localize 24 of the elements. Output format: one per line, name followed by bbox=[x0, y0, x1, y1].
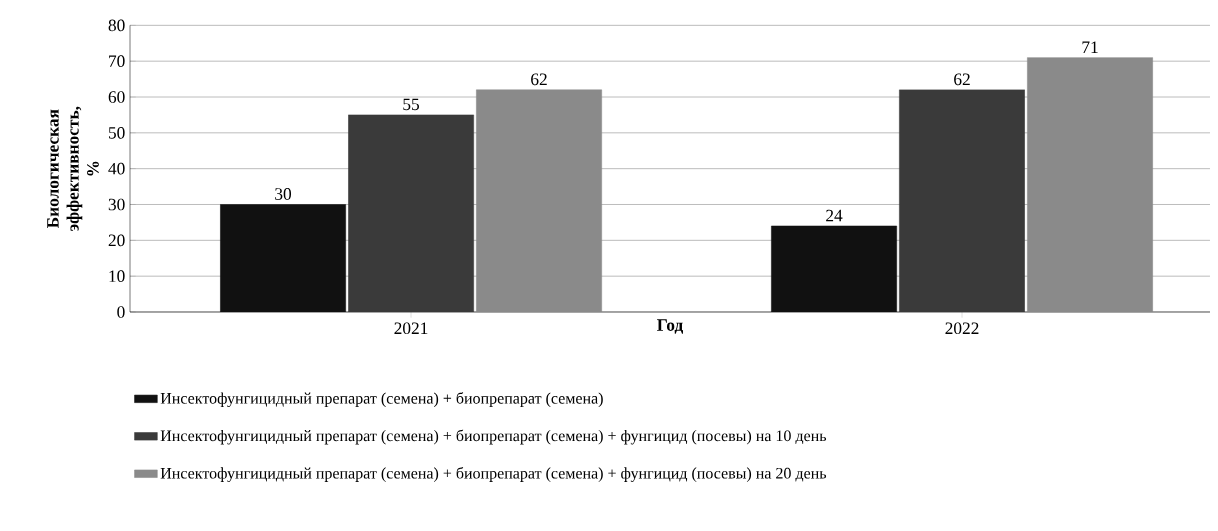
x-tick-label: 2021 bbox=[394, 322, 428, 335]
data-label: 24 bbox=[826, 209, 843, 222]
data-label: 71 bbox=[1082, 41, 1098, 53]
data-label: 62 bbox=[531, 73, 547, 86]
y-tick-label: 30 bbox=[108, 198, 125, 211]
legend-label: Инсектофунгицидный препарат (семена) + биопрепарат (семена) + фунгицид (посевы) на 10 день bbox=[160, 429, 827, 445]
y-tick-label: 40 bbox=[108, 162, 125, 175]
y-tick-label: 80 bbox=[108, 19, 125, 32]
y-tick-label: 20 bbox=[108, 234, 125, 247]
legend-label: Инсектофунгицидный препарат (семена) + биопрепарат (семена) + фунгицид (посевы) на 20 день bbox=[160, 467, 827, 482]
bar bbox=[220, 204, 346, 312]
y-tick-label: 0 bbox=[117, 306, 125, 318]
y-tick-label: 10 bbox=[109, 270, 125, 283]
data-label: 30 bbox=[275, 188, 292, 200]
y-axis-title: Биологическая эффективность, % bbox=[47, 106, 99, 231]
data-label: 55 bbox=[403, 98, 420, 111]
y-tick-label: 70 bbox=[109, 55, 125, 68]
x-tick-label: 2022 bbox=[945, 322, 979, 335]
y-tick-label: 50 bbox=[108, 126, 125, 139]
bar bbox=[771, 225, 897, 312]
y-tick-label: 60 bbox=[108, 91, 125, 103]
legend-label: Инсектофунгицидный препарат (семена) + биопрепарат (семена) bbox=[160, 392, 603, 408]
data-label: 62 bbox=[954, 73, 970, 86]
x-axis-title: Год bbox=[657, 319, 684, 334]
